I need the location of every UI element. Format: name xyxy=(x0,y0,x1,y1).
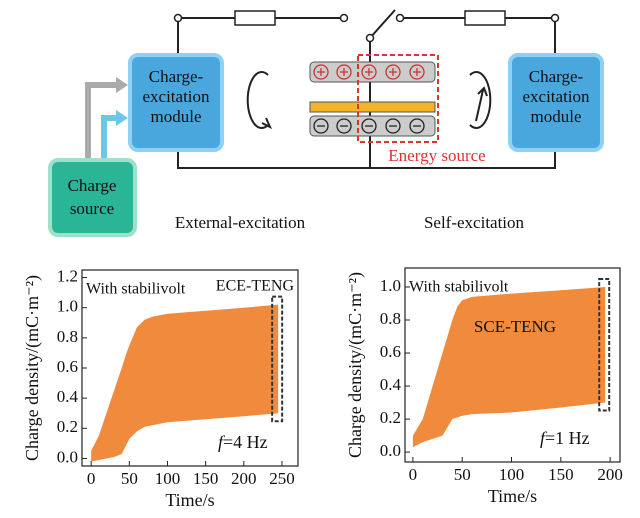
annotation: With stabilivolt xyxy=(409,279,509,296)
energy-source-label: Energy source xyxy=(388,146,485,165)
annotation: SCE-TENG xyxy=(474,317,556,336)
y-tick-label: 0.4 xyxy=(57,387,79,406)
y-axis-label: Charge density/(mC·m⁻²) xyxy=(345,272,366,458)
annotation: With stabilivolt xyxy=(86,281,186,298)
module-label: module xyxy=(531,107,582,126)
plot-frame xyxy=(404,267,621,463)
x-tick-label: 50 xyxy=(121,469,138,488)
module-label: excitation xyxy=(522,87,590,106)
highlight-box xyxy=(598,277,611,412)
x-tick-label: 250 xyxy=(269,469,295,488)
x-tick-label: 100 xyxy=(155,469,181,488)
y-tick-label: 0.8 xyxy=(57,327,78,346)
caption: Self-excitation xyxy=(424,213,525,232)
y-tick-label: 0.4 xyxy=(380,375,402,394)
circuit xyxy=(48,9,604,237)
y-tick-label: 0.6 xyxy=(57,357,78,376)
source-label: Charge xyxy=(68,176,117,195)
caption: External-excitation xyxy=(175,213,306,232)
frequency-value: =4 Hz xyxy=(223,432,268,452)
y-tick-label: 1.0 xyxy=(380,276,401,295)
annotation: ECE-TENG xyxy=(216,278,295,295)
frequency-symbol: f xyxy=(218,432,226,452)
y-tick-label: 0.2 xyxy=(57,417,78,436)
x-tick-label: 100 xyxy=(499,465,525,484)
frequency: f=1 Hz xyxy=(540,428,590,448)
module-label: module xyxy=(151,107,202,126)
x-axis-label: Time/s xyxy=(165,490,214,510)
x-tick-label: 0 xyxy=(87,469,96,488)
y-tick-label: 0.0 xyxy=(57,447,78,466)
y-tick-label: 0.2 xyxy=(380,408,401,427)
highlight-box xyxy=(271,295,284,423)
x-tick-label: 150 xyxy=(548,465,574,484)
module-label: Charge- xyxy=(149,67,204,86)
y-tick-label: 0.0 xyxy=(380,441,401,460)
x-tick-label: 200 xyxy=(597,465,623,484)
x-tick-label: 200 xyxy=(231,469,257,488)
x-tick-label: 0 xyxy=(409,465,418,484)
module-label: excitation xyxy=(142,87,210,106)
x-axis-label: Time/s xyxy=(488,486,537,506)
x-tick-label: 150 xyxy=(193,469,219,488)
frequency: f=4 Hz xyxy=(218,432,268,452)
charge-band xyxy=(412,286,606,448)
source-label: source xyxy=(70,199,114,218)
frequency-symbol: f xyxy=(540,428,548,448)
frequency-value: =1 Hz xyxy=(545,428,590,448)
y-tick-label: 1.0 xyxy=(57,297,78,316)
module-label: Charge- xyxy=(529,67,584,86)
y-tick-label: 0.8 xyxy=(380,309,401,328)
charge-band xyxy=(91,304,279,462)
x-tick-label: 50 xyxy=(454,465,471,484)
y-tick-label: 1.2 xyxy=(57,266,78,285)
y-tick-label: 0.6 xyxy=(380,342,401,361)
y-axis-label: Charge density/(mC·m⁻²) xyxy=(22,275,43,461)
